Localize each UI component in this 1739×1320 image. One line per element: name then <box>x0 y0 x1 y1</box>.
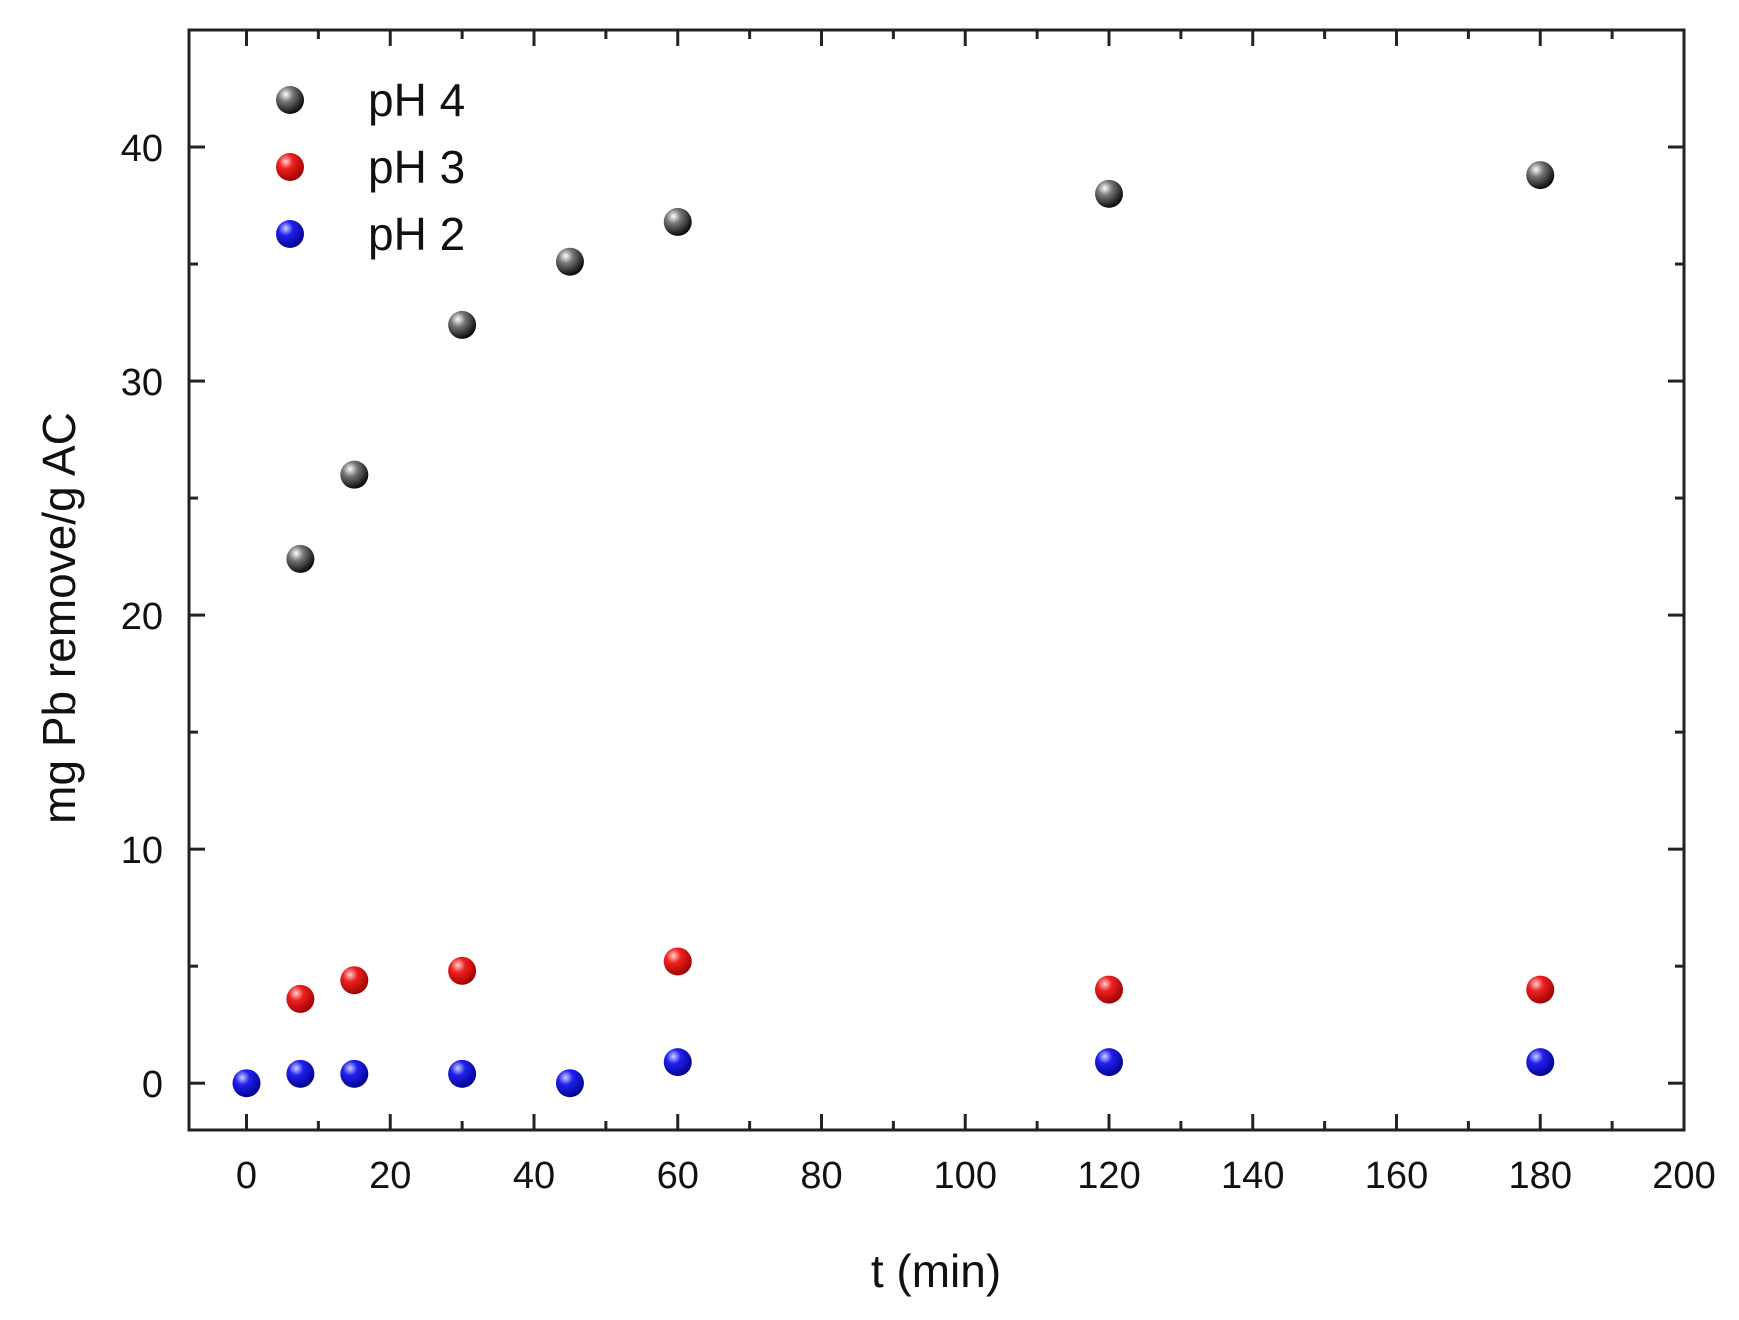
plot-frame <box>187 28 1686 1132</box>
axis-ticks <box>189 30 1686 1130</box>
series-ph-2 <box>232 1048 1555 1098</box>
x-tick-label: 80 <box>800 1155 842 1197</box>
legend-marker <box>276 153 304 181</box>
data-point <box>663 1048 692 1077</box>
x-tick-label: 20 <box>369 1155 411 1197</box>
x-tick-label: 180 <box>1509 1155 1572 1197</box>
x-tick-label: 0 <box>236 1155 257 1197</box>
y-tick-label: 0 <box>142 1064 163 1106</box>
data-point <box>663 207 692 236</box>
data-point <box>1526 975 1555 1004</box>
data-point <box>286 1059 315 1088</box>
series-ph-3 <box>286 947 1555 1013</box>
x-tick-label: 160 <box>1365 1155 1428 1197</box>
y-tick-label: 10 <box>121 830 163 872</box>
x-axis-label: t (min) <box>871 1245 1001 1297</box>
legend: pH 4 pH 3 pH 2 <box>276 74 465 260</box>
data-point <box>286 544 315 573</box>
y-tick-labels: 0 10 20 30 40 <box>121 128 163 1106</box>
x-tick-label: 120 <box>1077 1155 1140 1197</box>
data-point <box>1095 179 1123 208</box>
legend-label: pH 4 <box>368 74 465 126</box>
data-points <box>232 161 1555 1098</box>
data-point <box>1095 1048 1123 1077</box>
data-point <box>286 984 315 1013</box>
data-point <box>1526 161 1555 190</box>
y-tick-label: 40 <box>121 128 163 170</box>
x-tick-label: 100 <box>934 1155 997 1197</box>
y-tick-label: 20 <box>121 596 163 638</box>
data-point <box>340 1059 369 1088</box>
y-axis-label: mg Pb remove/g AC <box>33 412 85 824</box>
legend-label: pH 2 <box>368 208 465 260</box>
legend-marker <box>276 86 304 114</box>
x-tick-labels: 0 20 40 60 80 100 120 140 160 180 200 <box>236 1155 1716 1197</box>
legend-label: pH 3 <box>368 141 465 193</box>
data-point <box>448 310 477 339</box>
y-tick-label: 30 <box>121 362 163 404</box>
data-point <box>1095 975 1123 1004</box>
data-point <box>232 1069 261 1098</box>
series-ph-4 <box>286 161 1555 573</box>
data-point <box>1526 1048 1555 1077</box>
x-tick-label: 40 <box>513 1155 555 1197</box>
data-point <box>555 247 584 276</box>
x-tick-label: 140 <box>1221 1155 1284 1197</box>
data-point <box>448 956 477 985</box>
data-point <box>340 966 369 995</box>
data-point <box>555 1069 584 1098</box>
x-tick-label: 200 <box>1652 1155 1715 1197</box>
data-point <box>448 1059 477 1088</box>
legend-marker <box>276 220 304 248</box>
data-point <box>663 947 692 976</box>
data-point <box>340 460 369 489</box>
x-tick-label: 60 <box>657 1155 699 1197</box>
